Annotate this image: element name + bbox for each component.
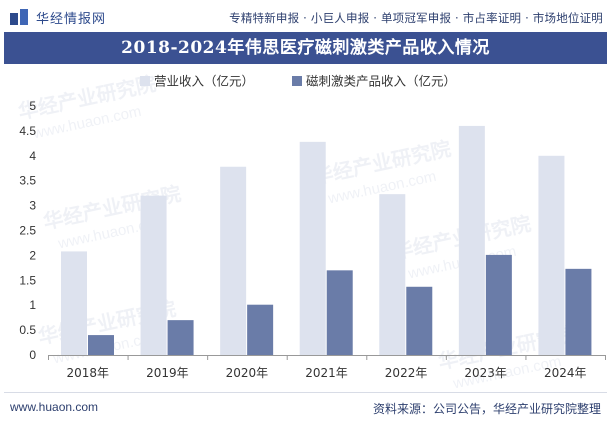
bar-revenue — [140, 195, 167, 355]
bar-magnetic-stimulation — [565, 268, 592, 355]
top-bar: 华经情报网 专精特新申报 · 小巨人申报 · 单项冠军申报 · 市占率证明 · … — [0, 0, 611, 32]
bar-magnetic-stimulation — [247, 304, 274, 355]
y-tick-label: 2 — [29, 248, 36, 262]
bar-magnetic-stimulation — [88, 335, 114, 355]
x-tick-label: 2021年 — [305, 366, 348, 380]
footer-divider — [4, 392, 607, 393]
x-tick-label: 2018年 — [67, 366, 110, 380]
legend-swatch-1 — [140, 76, 150, 86]
title-bar: 2018-2024年伟思医疗磁刺激类产品收入情况 — [4, 32, 607, 64]
bar-revenue — [538, 155, 565, 355]
bar-revenue — [379, 194, 406, 355]
legend-label-2: 磁刺激类产品收入（亿元） — [306, 74, 456, 89]
bar-magnetic-stimulation — [485, 254, 512, 355]
bar-layer — [61, 125, 592, 355]
legend-swatch-2 — [292, 76, 302, 86]
bar-magnetic-stimulation — [326, 270, 353, 355]
y-axis: 0 0.5 1 1.5 2 2.5 3 3.5 4 4.5 5 — [19, 99, 36, 362]
y-tick-label: 0.5 — [19, 323, 36, 337]
logo-icon — [10, 9, 30, 25]
footer-source: 资料来源：公司公告，华经产业研究院整理 — [372, 402, 601, 416]
brand-logo[interactable]: 华经情报网 — [10, 8, 107, 27]
bar-revenue — [458, 125, 485, 355]
y-tick-label: 2.5 — [19, 224, 36, 238]
x-tick-label: 2024年 — [544, 366, 587, 380]
x-tick-label: 2022年 — [385, 366, 428, 380]
bar-magnetic-stimulation — [167, 320, 194, 355]
legend-label-1: 营业收入（亿元） — [154, 74, 254, 89]
y-tick-label: 3 — [29, 199, 36, 213]
chart-title: 2018-2024年伟思医疗磁刺激类产品收入情况 — [121, 38, 490, 58]
bar-revenue — [220, 166, 247, 355]
bar-magnetic-stimulation — [406, 286, 433, 355]
y-tick-label: 0 — [29, 348, 36, 362]
bar-revenue — [299, 141, 326, 355]
y-tick-label: 5 — [29, 99, 36, 113]
services-list: 专精特新申报 · 小巨人申报 · 单项冠军申报 · 市占率证明 · 市场地位证明 — [229, 11, 603, 25]
chart-area: 华经产业研究院www.huaon.com华经产业研究院www.huaon.com… — [16, 71, 606, 390]
y-tick-label: 1.5 — [19, 273, 36, 287]
x-axis: 2018年 2019年 2020年 2021年 2022年 2023年 2024年 — [48, 355, 606, 380]
footer-website[interactable]: www.huaon.com — [10, 400, 99, 414]
y-tick-label: 4.5 — [19, 124, 36, 138]
logo-text: 华经情报网 — [36, 11, 107, 27]
x-tick-label: 2020年 — [226, 366, 269, 380]
y-tick-label: 4 — [29, 149, 36, 163]
bar-revenue — [61, 251, 87, 355]
chart-legend: 营业收入（亿元） 磁刺激类产品收入（亿元） — [140, 74, 456, 89]
y-tick-label: 3.5 — [19, 174, 36, 188]
x-tick-label: 2019年 — [146, 366, 189, 380]
x-tick-label: 2023年 — [464, 366, 507, 380]
y-tick-label: 1 — [29, 298, 36, 312]
